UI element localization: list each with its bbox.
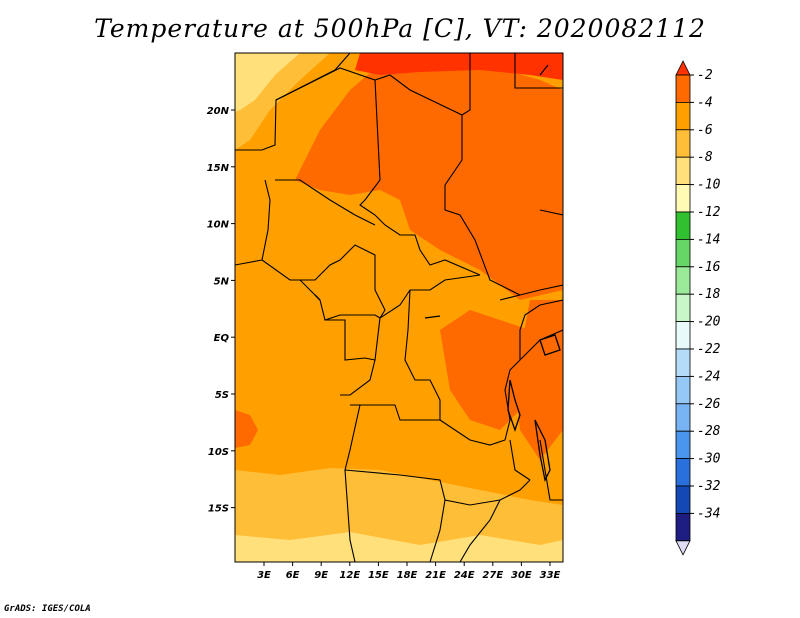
colorbar-label: -8 (697, 150, 713, 165)
lon-label: 3E (257, 570, 271, 581)
field-cool-southern-africa (355, 475, 470, 530)
lat-label: 10N (207, 220, 230, 231)
colorbar-label: -34 (697, 506, 720, 521)
colorbar-label: -12 (697, 205, 721, 220)
colorbar-label: -28 (697, 424, 721, 439)
lon-label: 21E (425, 570, 446, 581)
lon-label: 24E (454, 570, 475, 581)
map-frame (234, 52, 564, 563)
colorbar-swatch (675, 293, 691, 323)
lon-label: 30E (511, 570, 532, 581)
lon-label: 33E (540, 570, 561, 581)
colorbar-label: -30 (697, 452, 721, 467)
colorbar-swatch (675, 375, 691, 405)
colorbar-swatch (675, 458, 691, 487)
lon-label: 18E (397, 570, 418, 581)
lat-label: 5N (214, 276, 230, 287)
temperature-field (235, 53, 563, 562)
lat-label: 5S (215, 390, 229, 401)
colorbar-swatch (675, 238, 691, 268)
colorbar-label: -24 (697, 369, 720, 384)
colorbar-swatch (675, 485, 691, 514)
longitude-axis: 3E 6E 9E 12E 15E 18E 21E 24E 27E 30E 33E (257, 562, 561, 581)
colorbar-swatch (675, 74, 691, 103)
colorbar-swatch (675, 403, 691, 432)
colorbar-swatch (675, 102, 691, 131)
lon-label: 9E (314, 570, 328, 581)
colorbar-swatch (675, 321, 691, 350)
colorbar-bottom-arrow (675, 540, 691, 556)
colorbar-swatch (675, 184, 691, 213)
colorbar-label: -26 (697, 397, 721, 412)
colorbar-label: -18 (697, 287, 721, 302)
field-cooler-south (235, 532, 563, 562)
colorbar-label: -2 (697, 68, 713, 83)
lon-label: 12E (339, 570, 360, 581)
lakes (314, 294, 561, 482)
lon-label: 6E (286, 570, 300, 581)
colorbar: -2 -4 -6 -8 -10 -12 -14 -16 -18 -20 -22 -24 -26 -28 -3… (675, 60, 721, 556)
grads-credit: GrADS: IGES/COLA (4, 604, 91, 614)
colorbar-label: -22 (697, 342, 721, 357)
colorbar-swatch (675, 211, 691, 240)
lat-label: EQ (214, 333, 230, 344)
lat-label: 15N (207, 163, 230, 174)
field-warm-east-lakes (515, 300, 563, 460)
lat-label: 20N (207, 106, 230, 117)
colorbar-swatch (675, 266, 691, 295)
colorbar-swatch (675, 513, 691, 542)
colorbar-label: -6 (697, 123, 713, 138)
lon-label: 15E (368, 570, 389, 581)
colorbar-label: -14 (697, 232, 720, 247)
chart-title: Temperature at 500hPa [C], VT: 202008211… (94, 14, 706, 43)
colorbar-swatch (675, 430, 691, 460)
latitude-axis: 20N 15N 10N 5N EQ 5S 10S 15S (207, 106, 235, 515)
field-warmest-north (355, 53, 563, 80)
colorbar-swatch (675, 129, 691, 158)
country-borders (235, 53, 563, 562)
lat-label: 15S (208, 504, 229, 515)
lat-label: 10S (208, 447, 229, 458)
colorbar-swatch (675, 348, 691, 377)
colorbar-top-arrow (675, 60, 691, 76)
colorbar-label: -32 (697, 479, 721, 494)
field-cooler-northwest (235, 53, 300, 112)
colorbar-label: -20 (697, 315, 721, 330)
field-warm-sahara (295, 60, 563, 300)
colorbar-label: -4 (697, 95, 713, 110)
lon-label: 27E (482, 570, 503, 581)
colorbar-swatch (675, 156, 691, 185)
field-warm-west-coast (235, 410, 258, 448)
colorbar-label: -10 (697, 178, 721, 193)
colorbar-label: -16 (697, 260, 721, 275)
